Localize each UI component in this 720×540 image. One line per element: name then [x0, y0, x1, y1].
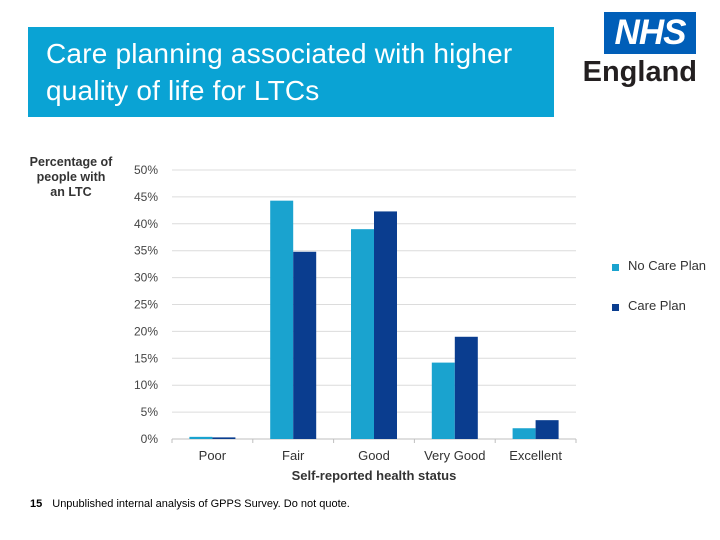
y-tick-label: 10% — [134, 378, 158, 392]
footnote-text: Unpublished internal analysis of GPPS Su… — [52, 498, 350, 510]
x-tick-label: Poor — [199, 448, 227, 463]
x-axis-label: Self-reported health status — [292, 468, 457, 483]
bar-care-plan — [454, 336, 478, 439]
legend-label-care-plan: Care Plan — [628, 298, 686, 313]
y-tick-label: 30% — [134, 271, 158, 285]
y-tick-label: 20% — [134, 324, 158, 338]
x-tick-label: Excellent — [509, 448, 562, 463]
y-tick-label: 45% — [134, 190, 158, 204]
x-tick-label: Very Good — [424, 448, 485, 463]
bar-no-care-plan — [351, 229, 374, 439]
england-logo-text: England — [582, 56, 697, 88]
nhs-logo-text: NHS — [604, 12, 696, 54]
legend-swatch-no-care-plan — [612, 264, 619, 271]
x-tick-label: Fair — [282, 448, 305, 463]
y-tick-label: 25% — [134, 298, 158, 312]
bar-no-care-plan — [270, 200, 294, 439]
y-tick-label: 50% — [134, 163, 158, 177]
bar-care-plan — [293, 251, 317, 439]
page-title: Care planning associated with higher qua… — [46, 38, 513, 106]
bar-no-care-plan — [512, 428, 536, 439]
bar-care-plan — [212, 437, 236, 439]
y-tick-label: 35% — [134, 244, 158, 258]
y-tick-label: 15% — [134, 351, 158, 365]
y-tick-label: 40% — [134, 217, 158, 231]
bar-care-plan — [535, 420, 559, 439]
title-banner: Care planning associated with higher qua… — [28, 27, 554, 117]
footnote: 15 Unpublished internal analysis of GPPS … — [30, 498, 630, 510]
y-tick-label: 0% — [141, 432, 159, 446]
x-tick-label: Good — [358, 448, 390, 463]
legend-label-no-care-plan: No Care Plan — [628, 258, 707, 273]
bar-no-care-plan — [189, 436, 213, 439]
y-tick-label: 5% — [141, 405, 159, 419]
bar-no-care-plan — [431, 362, 455, 439]
slide-number: 15 — [30, 498, 43, 510]
bar-care-plan — [374, 211, 397, 439]
legend-swatch-care-plan — [612, 304, 619, 311]
nhs-england-logo: NHS England — [579, 12, 699, 92]
y-axis-label: Percentage of people with an LTC — [29, 155, 113, 199]
